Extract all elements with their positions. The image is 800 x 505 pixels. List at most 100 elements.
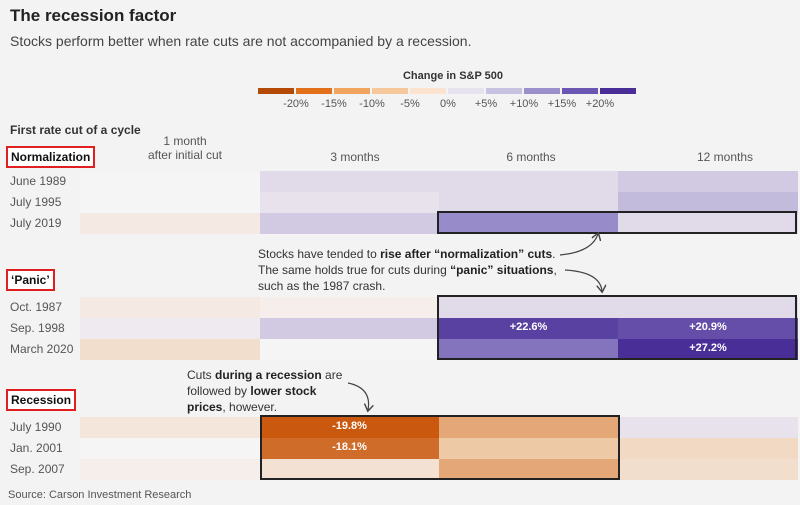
legend-swatch — [562, 88, 598, 94]
column-header-1month-line2: after initial cut — [147, 148, 223, 162]
heatmap-cell — [618, 171, 798, 192]
heatmap-cell — [80, 318, 260, 339]
heatmap-cell — [80, 417, 260, 438]
heatmap-cell — [260, 339, 439, 360]
heatmap-cell — [260, 192, 439, 213]
heatmap-cell — [618, 459, 798, 480]
heatmap-cell — [260, 213, 439, 234]
legend-tick-label: +10% — [509, 98, 539, 110]
row-label-june-1989: June 1989 — [10, 174, 67, 188]
heatmap-cell — [439, 417, 618, 438]
column-header-3months: 3 months — [330, 150, 380, 164]
heatmap-cell — [80, 339, 260, 360]
legend-swatch — [334, 88, 370, 94]
row-label-july-2019: July 2019 — [10, 216, 62, 230]
row-label-oct-1987: Oct. 1987 — [10, 300, 63, 314]
heatmap-cell — [80, 213, 260, 234]
legend-swatch — [296, 88, 332, 94]
heatmap-cell — [80, 438, 260, 459]
group-label-recession: Recession — [6, 389, 77, 411]
legend-swatch — [486, 88, 522, 94]
legend-tick-label: -20% — [283, 98, 309, 110]
highlight-box-july-2019 — [437, 211, 797, 234]
heatmap-cell — [439, 192, 618, 213]
heatmap-cell — [260, 417, 439, 438]
heatmap-cell — [618, 318, 798, 339]
arrow-to-panic-row — [564, 269, 602, 291]
heatmap-cell — [439, 438, 618, 459]
column-header-6months: 6 months — [506, 150, 556, 164]
legend-swatch — [258, 88, 294, 94]
annotation-2-bold-1: during a recession — [215, 368, 322, 382]
row-label-july-1995: July 1995 — [10, 195, 62, 209]
legend-tick-label: -5% — [400, 98, 420, 110]
row-header-label: First rate cut of a cycle — [10, 123, 141, 137]
heatmap-cell — [260, 459, 439, 480]
row-label-jan-2001: Jan. 2001 — [10, 441, 63, 455]
annotation-1-text-3: , such as the 1987 crash. — [258, 263, 557, 293]
annotation-1-text-1: Stocks have tended to — [258, 247, 381, 261]
heatmap-cell — [618, 339, 798, 360]
column-header-1month: 1 month after initial cut — [130, 134, 240, 162]
annotation-1-bold-1: rise after “normalization” cuts — [380, 247, 553, 261]
heatmap-cell — [260, 171, 439, 192]
legend-tick-label: +15% — [547, 98, 577, 110]
heatmap-value-label: +20.9% — [689, 321, 727, 333]
heatmap-cell — [80, 171, 260, 192]
legend-tick-label: -15% — [321, 98, 347, 110]
legend-tick-label: +5% — [474, 98, 498, 110]
annotation-2-text-1: Cuts — [187, 368, 216, 382]
heatmap-value-label: +27.2% — [689, 342, 727, 354]
heatmap-value-label: -18.1% — [332, 441, 367, 453]
heatmap-cell — [80, 192, 260, 213]
chart-subtitle: Stocks perform better when rate cuts are… — [10, 33, 472, 49]
legend-swatch — [600, 88, 636, 94]
heatmap-cell — [439, 297, 618, 318]
row-label-march-2020: March 2020 — [10, 342, 74, 356]
source-note: Source: Carson Investment Research — [8, 489, 192, 501]
legend-swatch — [410, 88, 446, 94]
heatmap-cell — [618, 213, 798, 234]
highlight-box-recession — [260, 415, 620, 480]
heatmap-value-label: -19.8% — [332, 420, 367, 432]
heatmap-cell — [260, 438, 439, 459]
legend-tick-label: +20% — [585, 98, 615, 110]
heatmap-cell — [439, 213, 618, 234]
heatmap-cell — [618, 192, 798, 213]
annotation-2-text-3: , however. — [222, 400, 278, 414]
column-header-1month-line1: 1 month — [163, 134, 207, 148]
annotation-2-text-2: are followed by — [187, 368, 343, 398]
group-label-normalization: Normalization — [6, 146, 96, 168]
row-label-sep-1998: Sep. 1998 — [10, 321, 65, 335]
heatmap-value-label: +22.6% — [509, 321, 548, 333]
legend-swatch — [448, 88, 484, 94]
annotation-1-text-2: . The same holds true for cuts during — [258, 247, 556, 277]
annotation-normalization-panic: Stocks have tended to rise after “normal… — [258, 246, 558, 294]
legend-swatch — [524, 88, 560, 94]
heatmap-cell — [80, 297, 260, 318]
column-header-12months: 12 months — [696, 150, 754, 164]
highlight-box-panic — [437, 295, 797, 360]
group-label-panic: ‘Panic’ — [6, 269, 55, 291]
heatmap-cell — [439, 171, 618, 192]
heatmap-cell — [618, 438, 798, 459]
heatmap-cell — [260, 318, 439, 339]
legend-tick-label: -10% — [359, 98, 385, 110]
arrow-to-july-2019 — [559, 234, 598, 256]
heatmap-cell — [260, 297, 439, 318]
annotation-1-bold-2: “panic” situations — [450, 263, 554, 277]
row-label-july-1990: July 1990 — [10, 420, 62, 434]
annotation-2-bold-2: lower stock prices — [187, 384, 317, 414]
heatmap-cell — [618, 417, 798, 438]
heatmap-cell — [439, 459, 618, 480]
heatmap-cell — [439, 339, 618, 360]
arrow-to-recession-row — [347, 382, 369, 410]
heatmap-cell — [439, 318, 618, 339]
legend-title: Change in S&P 500 — [402, 70, 504, 82]
annotation-recession: Cuts during a recession are followed by … — [187, 367, 347, 415]
legend-swatch — [372, 88, 408, 94]
chart-title: The recession factor — [10, 6, 177, 25]
heatmap-cell — [80, 459, 260, 480]
legend-tick-label: 0% — [440, 98, 456, 110]
